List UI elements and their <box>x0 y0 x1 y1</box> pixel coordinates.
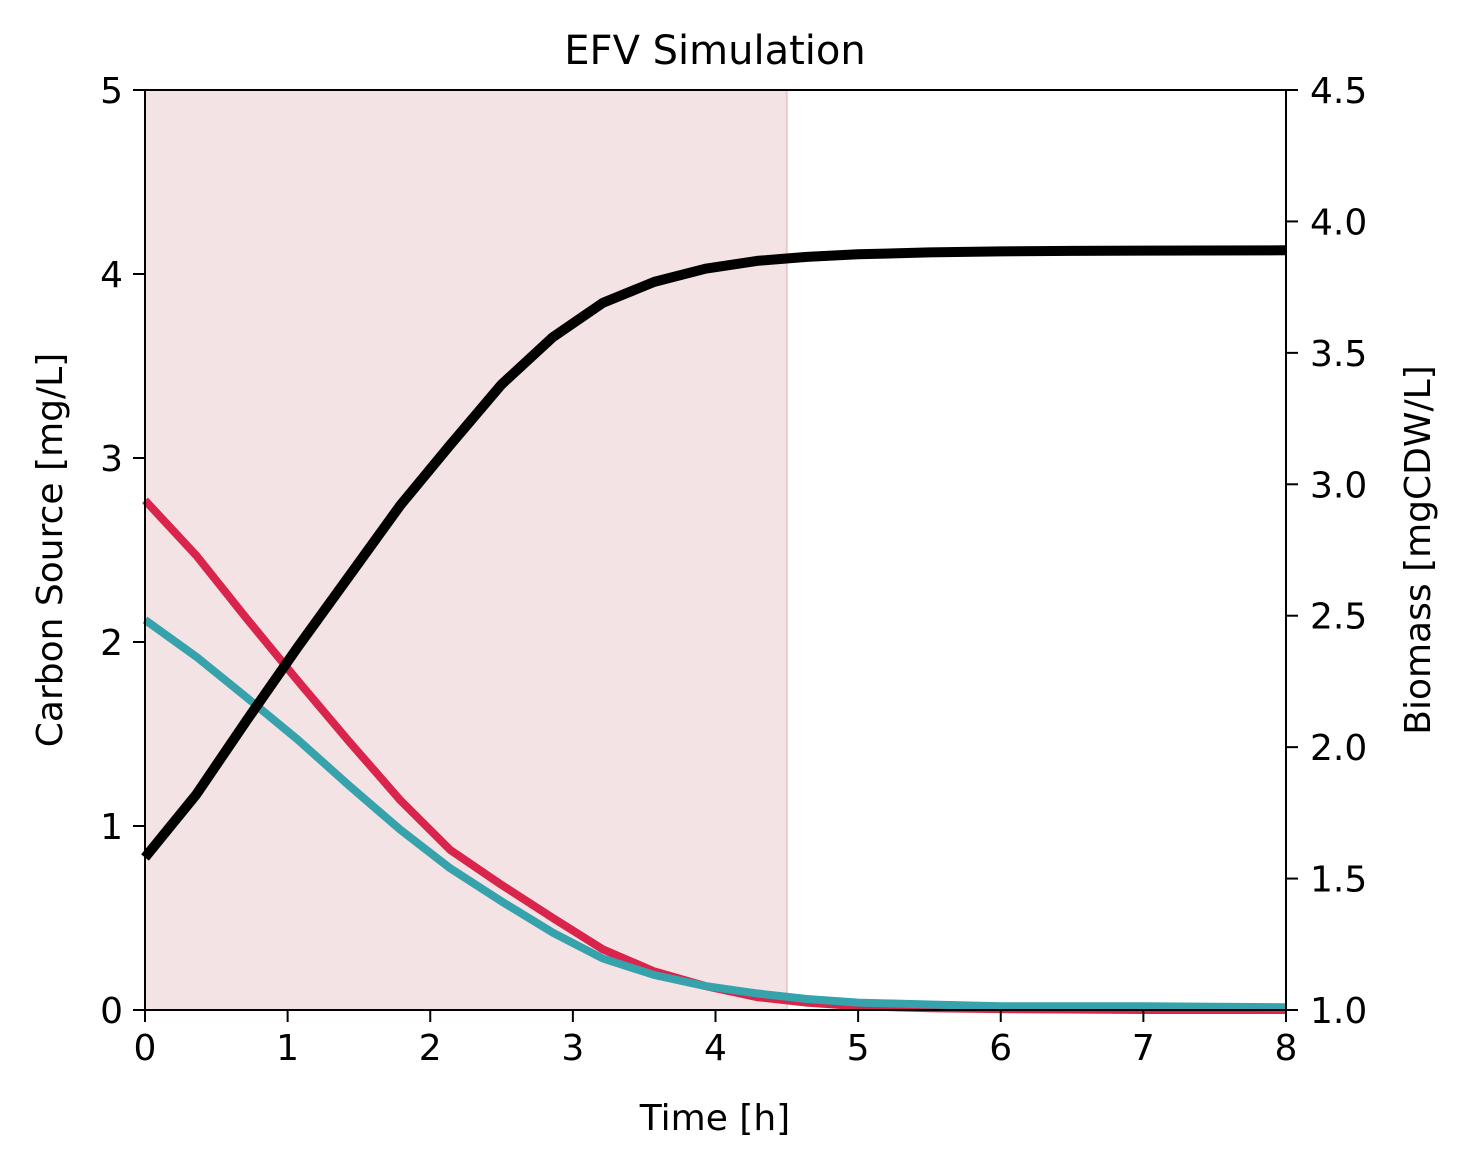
y-left-tick-label: 4 <box>100 255 123 296</box>
x-tick-label: 8 <box>1275 1028 1298 1069</box>
x-tick-label: 4 <box>704 1028 727 1069</box>
y-right-tick-label: 2.0 <box>1310 728 1367 769</box>
x-tick-label: 6 <box>989 1028 1012 1069</box>
x-tick-label: 1 <box>276 1028 299 1069</box>
series-layer <box>141 245 1287 1014</box>
y-left-ticks: 0 1 2 3 4 5 <box>100 71 145 1032</box>
chart-title: EFV Simulation <box>564 28 865 74</box>
y-right-tick-label: 1.5 <box>1310 860 1367 901</box>
y-right-tick-label: 2.5 <box>1310 597 1367 638</box>
y-axis-right-label: Biomass [mgCDW/L] <box>1398 365 1439 734</box>
x-tick-label: 7 <box>1132 1028 1155 1069</box>
y-right-tick-label: 3.5 <box>1310 334 1367 375</box>
y-right-tick-label: 1.0 <box>1310 991 1367 1032</box>
x-tick-label: 5 <box>847 1028 870 1069</box>
shaded-region-layer <box>145 90 788 1010</box>
y-left-tick-label: 3 <box>100 439 123 480</box>
y-left-tick-label: 2 <box>100 623 123 664</box>
x-ticks: 0 1 2 3 4 5 6 7 8 <box>134 1010 1298 1069</box>
shaded-region <box>145 90 787 1010</box>
y-left-tick-label: 1 <box>100 807 123 848</box>
series-line-2 <box>142 616 1287 1012</box>
y-right-tick-label: 4.0 <box>1310 202 1367 243</box>
y-right-tick-label: 3.0 <box>1310 465 1367 506</box>
x-tick-label: 0 <box>134 1028 157 1069</box>
y-left-tick-label: 5 <box>100 71 123 112</box>
x-tick-label: 3 <box>561 1028 584 1069</box>
x-axis-label: Time [h] <box>639 1098 790 1139</box>
x-tick-label: 2 <box>419 1028 442 1069</box>
series-line-3 <box>141 245 1287 861</box>
y-right-tick-label: 4.5 <box>1310 71 1367 112</box>
y-right-ticks: 1.0 1.5 2.0 2.5 3.0 3.5 4.0 4.5 <box>1286 71 1367 1032</box>
y-left-tick-label: 0 <box>100 991 123 1032</box>
y-axis-left-label: Carbon Source [mg/L] <box>30 353 71 747</box>
